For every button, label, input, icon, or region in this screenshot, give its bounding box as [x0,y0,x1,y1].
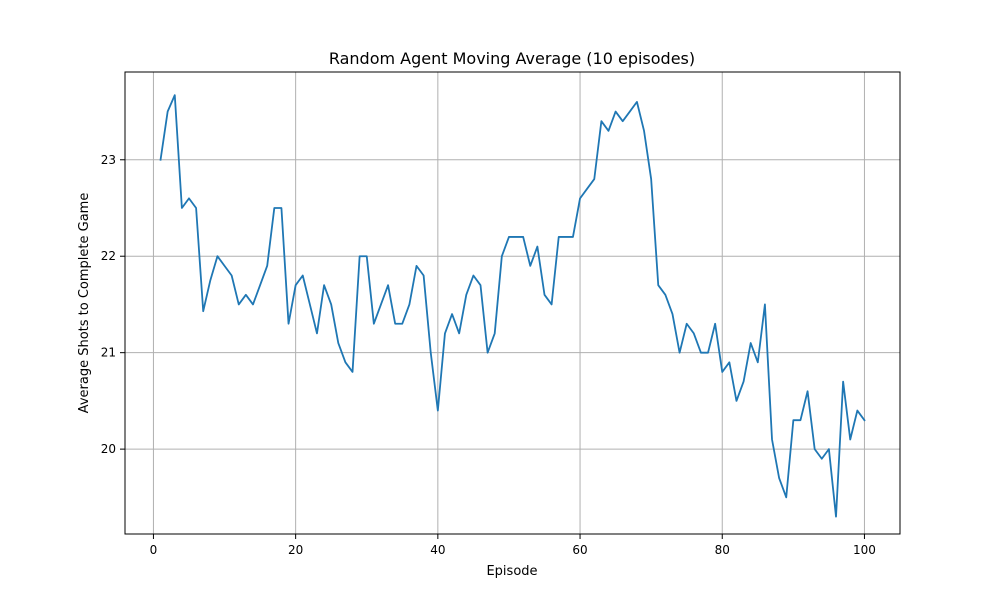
chart-title: Random Agent Moving Average (10 episodes… [329,49,695,68]
y-tick-label: 20 [101,442,116,456]
y-axis-label: Average Shots to Complete Game [77,193,92,414]
series-line [159,94,866,518]
plot-frame [124,71,901,535]
x-tick-label: 20 [288,543,303,557]
series-layer [159,94,866,518]
axis-ticks: 0 20 40 60 80 100 20 21 22 23 [101,153,876,557]
grid-lines [125,72,900,534]
x-tick-label: 0 [150,543,158,557]
x-tick-label: 60 [572,543,587,557]
y-tick-label: 21 [101,346,116,360]
x-tick-label: 40 [430,543,445,557]
y-tick-label: 23 [101,153,116,167]
x-tick-label: 80 [715,543,730,557]
x-tick-label: 100 [853,543,876,557]
x-axis-label: Episode [486,564,537,579]
y-tick-label: 22 [101,249,116,263]
